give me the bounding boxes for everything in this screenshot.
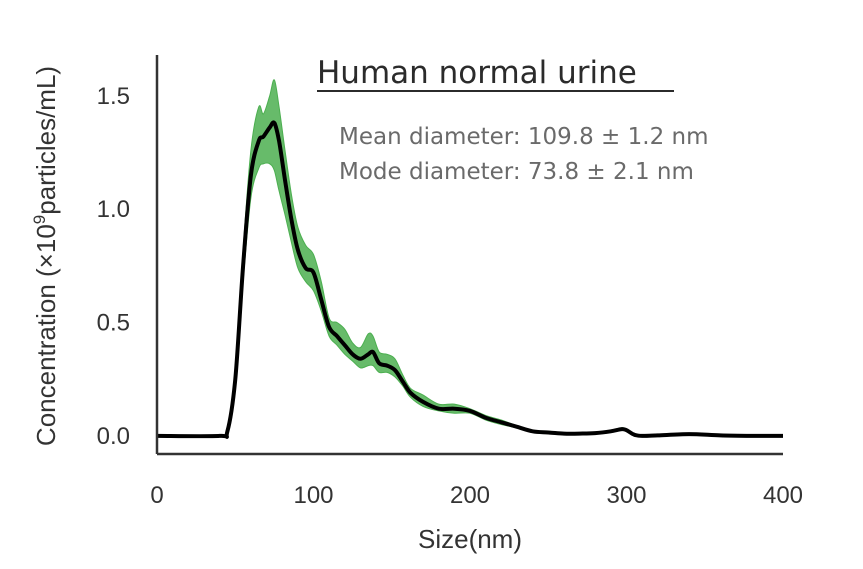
x-tick-labels: 0 100 200 300 400 <box>150 482 803 509</box>
y-tick-label: 0.5 <box>97 310 130 337</box>
x-tick-label: 100 <box>293 482 333 509</box>
x-tick-label: 400 <box>763 482 803 509</box>
y-tick-labels: 0.0 0.5 1.0 1.5 <box>97 83 130 450</box>
y-axis-label: Concentration (×109particles/mL) <box>30 66 61 446</box>
y-tick-label: 0.0 <box>97 423 130 450</box>
mode-diameter-annotation: Mode diameter: 73.8 ± 2.1 nm <box>339 159 694 185</box>
chart-title: Human normal urine <box>317 55 637 91</box>
mean-diameter-annotation: Mean diameter: 109.8 ± 1.2 nm <box>339 124 709 150</box>
y-tick-label: 1.5 <box>97 83 130 110</box>
x-tick-label: 200 <box>450 482 490 509</box>
x-tick-label: 300 <box>606 482 646 509</box>
y-tick-label: 1.0 <box>97 196 130 223</box>
mean-concentration-line <box>156 120 783 439</box>
x-tick-label: 0 <box>150 482 163 509</box>
x-axis-label: Size(nm) <box>418 524 522 554</box>
